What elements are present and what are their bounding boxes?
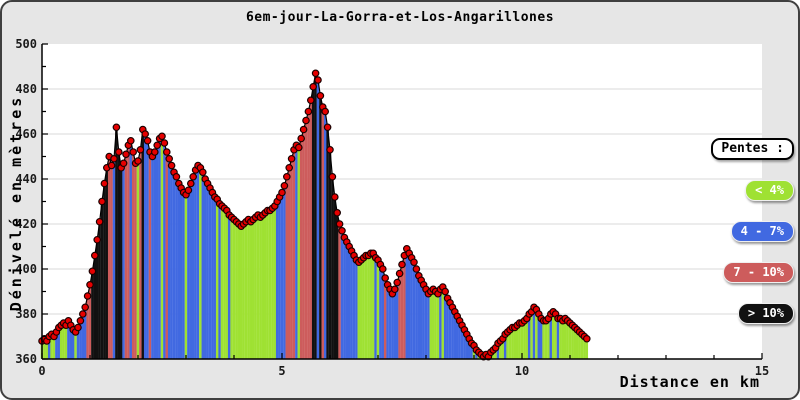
- x-tick-label: 15: [755, 364, 769, 378]
- y-tick-label: 380: [15, 307, 37, 321]
- data-point-marker: [189, 172, 198, 181]
- data-point-marker: [100, 179, 109, 188]
- x-axis-label: Distance en km: [619, 373, 760, 391]
- data-point-marker: [119, 159, 128, 168]
- data-point-marker: [151, 148, 159, 156]
- data-point-marker: [412, 265, 421, 273]
- data-point-marker: [294, 143, 303, 152]
- legend-title: Pentes :: [711, 138, 794, 160]
- x-tick-label: 10: [515, 364, 529, 378]
- data-point-marker: [304, 107, 313, 116]
- data-point-marker: [323, 123, 332, 132]
- data-point-marker: [163, 148, 171, 156]
- data-point-marker: [316, 91, 325, 100]
- data-point-marker: [393, 278, 402, 287]
- data-point-marker: [328, 172, 337, 181]
- data-point-marker: [160, 139, 169, 147]
- y-tick-label: 440: [15, 172, 37, 186]
- data-point-marker: [127, 136, 135, 145]
- data-point-marker: [381, 274, 390, 282]
- data-point-marker: [338, 226, 346, 235]
- data-point-marker: [153, 141, 162, 150]
- data-point-marker: [335, 220, 344, 228]
- data-point-marker: [287, 154, 296, 163]
- data-point-marker: [280, 181, 289, 190]
- data-point-marker: [282, 172, 291, 181]
- data-point-marker: [398, 260, 406, 269]
- data-point-marker: [136, 145, 145, 154]
- y-tick-label: 480: [15, 82, 37, 96]
- data-point-marker: [81, 303, 90, 312]
- data-point-marker: [184, 186, 193, 195]
- data-point-marker: [83, 292, 92, 300]
- data-point-marker: [309, 82, 318, 91]
- data-point-marker: [333, 208, 342, 217]
- data-point-marker: [112, 123, 121, 132]
- data-point-marker: [165, 154, 174, 163]
- data-point-marker: [187, 179, 195, 188]
- slope-legend: Pentes : < 4% 4 - 7% 7 - 10% > 10%: [711, 138, 794, 324]
- legend-item-0: < 4%: [745, 180, 794, 201]
- x-tick-label: 5: [278, 364, 285, 378]
- data-point-marker: [141, 130, 150, 138]
- data-point-marker: [302, 116, 310, 125]
- data-point-marker: [129, 148, 138, 156]
- y-tick-label: 360: [15, 352, 37, 366]
- data-point-marker: [86, 280, 94, 289]
- data-point-marker: [143, 136, 152, 145]
- data-point-marker: [297, 134, 306, 143]
- data-point-marker: [299, 125, 308, 134]
- chart-title: 6em-jour-La-Gorra-et-Los-Angarillones: [245, 10, 555, 25]
- x-tick-label: 0: [38, 364, 45, 378]
- data-point-marker: [278, 188, 286, 197]
- data-point-marker: [76, 316, 85, 325]
- y-tick-label: 500: [15, 37, 37, 51]
- data-point-marker: [321, 107, 330, 116]
- y-tick-label: 400: [15, 262, 37, 276]
- data-point-marker: [395, 269, 404, 278]
- data-point-marker: [95, 217, 104, 226]
- data-point-marker: [167, 161, 176, 170]
- data-point-marker: [306, 96, 315, 105]
- data-point-marker: [441, 287, 450, 296]
- data-point-marker: [79, 310, 87, 318]
- data-point-marker: [285, 163, 294, 172]
- data-point-marker: [410, 258, 418, 267]
- data-point-marker: [390, 285, 399, 294]
- legend-item-1: 4 - 7%: [730, 221, 794, 242]
- data-point-marker: [172, 172, 181, 181]
- legend-item-2: 7 - 10%: [723, 262, 794, 283]
- data-point-marker: [134, 157, 142, 165]
- data-point-marker: [158, 132, 166, 141]
- data-point-marker: [91, 251, 99, 260]
- data-point-marker: [115, 148, 123, 156]
- data-point-marker: [582, 334, 591, 343]
- data-point-marker: [326, 145, 334, 154]
- data-point-marker: [122, 150, 130, 159]
- data-point-marker: [93, 235, 102, 244]
- data-point-marker: [330, 193, 339, 201]
- y-axis-label: Dénivelé en mètres: [7, 94, 25, 312]
- data-point-marker: [107, 161, 116, 170]
- legend-item-3: > 10%: [737, 303, 794, 324]
- data-point-marker: [88, 267, 97, 276]
- data-point-marker: [98, 197, 106, 206]
- data-point-marker: [110, 154, 118, 163]
- y-tick-label: 420: [15, 217, 37, 231]
- data-point-marker: [311, 69, 320, 78]
- data-point-marker: [314, 76, 322, 84]
- data-point-marker: [378, 265, 387, 273]
- y-tick-label: 460: [15, 127, 37, 141]
- data-point-marker: [74, 323, 82, 332]
- data-point-marker: [199, 168, 207, 177]
